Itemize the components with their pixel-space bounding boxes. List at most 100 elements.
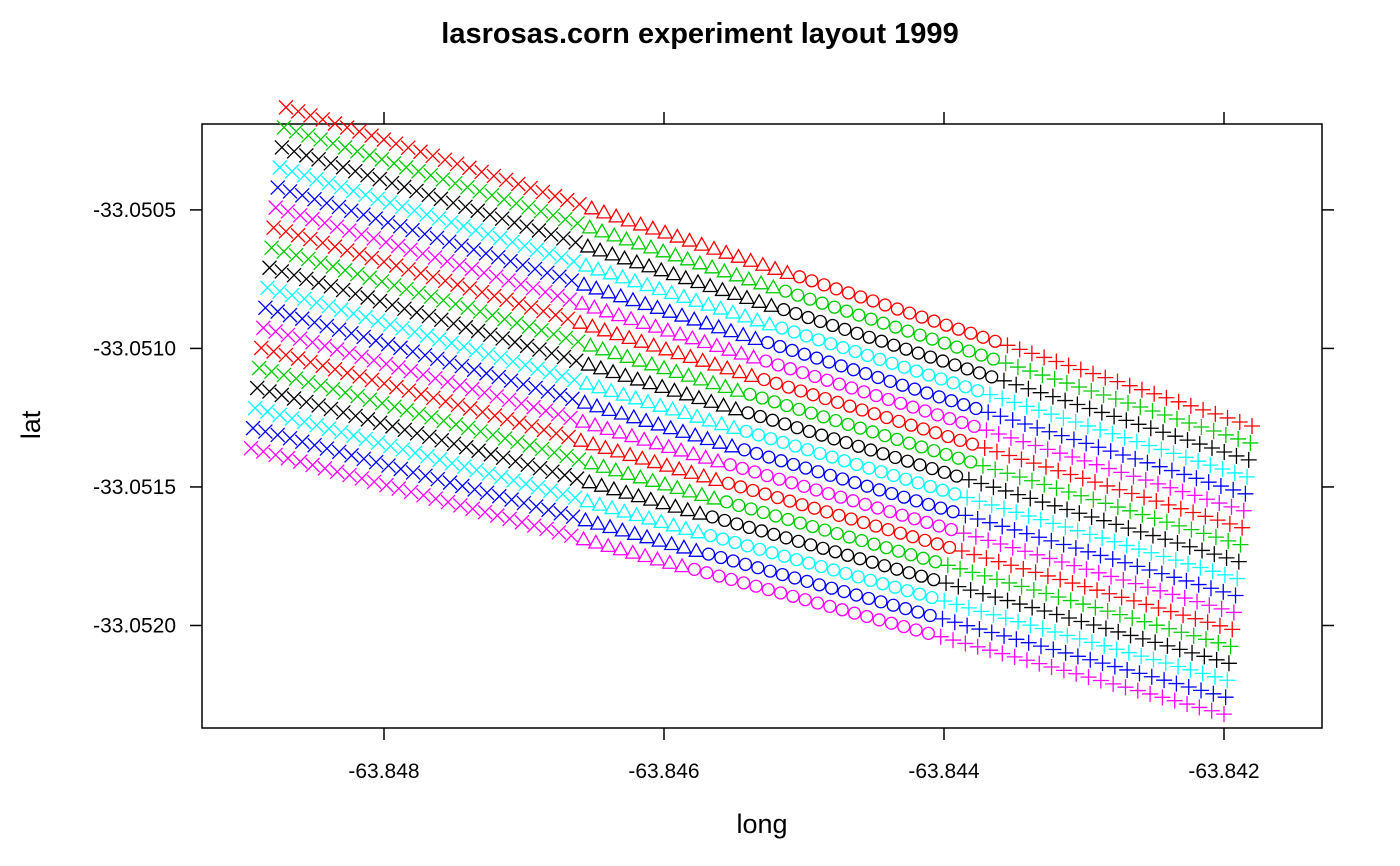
data-point-x xyxy=(566,254,582,269)
data-point-triangle xyxy=(639,393,657,409)
data-point-circle xyxy=(764,432,778,446)
data-point-plus xyxy=(1104,425,1121,442)
data-point-plus xyxy=(966,546,983,563)
data-point-plus xyxy=(1145,651,1162,668)
data-point-triangle xyxy=(711,434,728,449)
data-point-x xyxy=(533,322,549,338)
data-point-plus xyxy=(1129,682,1146,699)
data-point-circle xyxy=(856,515,871,530)
data-point-x xyxy=(307,437,323,453)
data-point-triangle xyxy=(581,473,598,489)
data-point-x xyxy=(391,360,406,375)
data-point-x xyxy=(452,378,468,393)
data-point-circle xyxy=(853,552,867,566)
data-point-triangle xyxy=(643,355,660,371)
data-point-triangle xyxy=(583,454,600,470)
data-point-circle xyxy=(958,380,973,394)
data-point-x xyxy=(350,388,366,404)
data-point-triangle xyxy=(655,359,673,375)
data-point-x xyxy=(272,284,288,299)
data-point-plus xyxy=(1058,375,1075,392)
data-point-x xyxy=(489,388,505,404)
data-point-circle xyxy=(874,595,888,609)
data-point-x xyxy=(344,447,360,463)
data-point-circle xyxy=(876,447,890,461)
data-point-circle xyxy=(913,587,927,601)
data-point-x xyxy=(564,391,580,407)
data-point-circle xyxy=(761,582,775,597)
data-point-plus xyxy=(1169,535,1186,551)
data-point-circle xyxy=(829,414,843,428)
data-point-plus xyxy=(1099,477,1116,494)
data-point-triangle xyxy=(767,260,784,275)
data-point-circle xyxy=(916,422,930,436)
data-point-x xyxy=(409,304,425,320)
data-point-triangle xyxy=(602,264,619,280)
data-point-plus xyxy=(1106,658,1123,675)
data-point-plus xyxy=(1129,558,1146,575)
data-point-plus xyxy=(1142,685,1159,702)
data-point-circle xyxy=(732,498,746,513)
data-point-triangle xyxy=(688,542,705,557)
data-point-plus xyxy=(1200,474,1217,491)
data-point-plus xyxy=(1044,388,1061,405)
data-point-x xyxy=(554,368,570,384)
data-point-x xyxy=(542,364,558,380)
data-point-plus xyxy=(1043,659,1060,676)
data-point-triangle xyxy=(620,211,637,227)
data-point-triangle xyxy=(658,457,675,472)
data-point-triangle xyxy=(619,348,636,363)
data-point-x xyxy=(530,361,545,377)
data-point-plus xyxy=(987,589,1004,606)
data-point-plus xyxy=(987,461,1004,478)
data-point-triangle xyxy=(626,272,643,288)
data-point-x xyxy=(461,160,477,176)
data-point-circle xyxy=(857,385,871,399)
data-point-x xyxy=(403,242,418,258)
data-point-plus xyxy=(1062,466,1079,483)
data-point-x xyxy=(264,240,280,256)
data-point-circle xyxy=(971,384,985,398)
data-point-plus xyxy=(1144,527,1161,544)
data-point-x xyxy=(274,387,290,403)
data-point-plus xyxy=(1002,429,1019,446)
data-point-circle xyxy=(797,479,811,493)
data-point-plus xyxy=(1087,474,1104,491)
data-point-circle xyxy=(944,523,958,537)
data-point-circle xyxy=(934,501,948,515)
data-point-x xyxy=(284,287,300,303)
data-point-x xyxy=(290,103,306,119)
data-point-circle xyxy=(918,533,932,547)
data-point-circle xyxy=(927,573,941,587)
data-point-x xyxy=(307,191,322,207)
data-point-triangle xyxy=(695,467,712,483)
data-point-triangle xyxy=(686,311,703,326)
data-point-circle xyxy=(730,517,744,531)
data-point-x xyxy=(465,501,481,517)
data-point-x xyxy=(347,163,363,179)
data-point-x xyxy=(437,273,453,289)
data-point-circle xyxy=(921,497,936,512)
data-point-triangle xyxy=(627,389,644,405)
data-point-x xyxy=(438,393,454,409)
data-point-x xyxy=(383,438,398,454)
data-point-circle xyxy=(880,410,894,425)
data-point-plus xyxy=(1229,570,1246,587)
data-point-plus xyxy=(1057,644,1074,661)
data-point-plus xyxy=(1159,637,1176,654)
data-point-plus xyxy=(1018,398,1035,415)
data-point-plus xyxy=(1011,341,1028,358)
data-point-plus xyxy=(1102,443,1119,460)
data-point-x xyxy=(398,159,414,175)
data-point-circle xyxy=(848,476,862,490)
data-point-x xyxy=(563,410,578,426)
data-point-x xyxy=(329,342,345,357)
data-point-triangle xyxy=(719,359,736,375)
data-point-x xyxy=(298,147,314,163)
data-point-x xyxy=(325,381,341,397)
data-point-plus xyxy=(1136,489,1153,506)
data-point-x xyxy=(333,424,349,440)
data-point-triangle xyxy=(651,280,668,296)
data-point-triangle xyxy=(724,304,741,319)
data-point-x xyxy=(537,284,553,300)
